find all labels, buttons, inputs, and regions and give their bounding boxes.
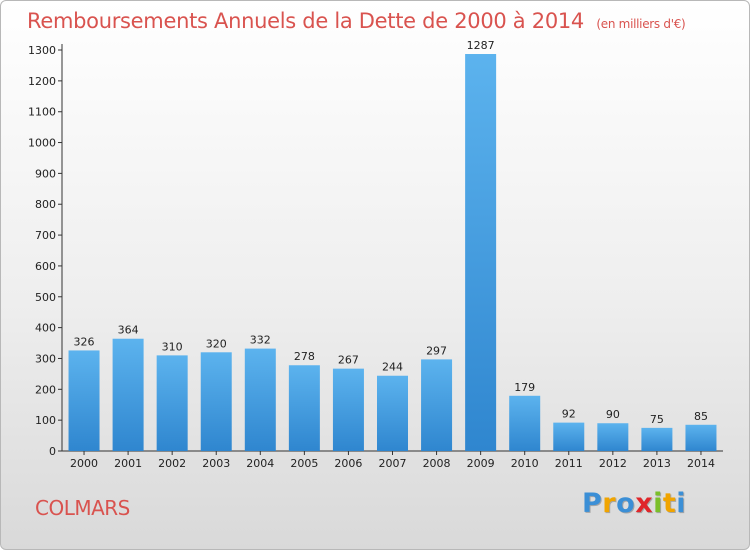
y-tick-label: 800 <box>35 198 56 211</box>
bar-2014 <box>685 424 717 451</box>
bar-2010 <box>509 395 541 451</box>
bar-2002 <box>156 355 188 451</box>
chart-subtitle: (en milliers d'€) <box>596 17 686 31</box>
x-tick-label-2005: 2005 <box>290 457 318 470</box>
data-label-2002: 310 <box>162 340 183 353</box>
data-label-2014: 85 <box>694 410 708 423</box>
data-label-2005: 278 <box>294 350 315 363</box>
chart-axes: 0 100 200 300 400 500 600 700 800 900 1000 1100 1200… <box>28 44 723 470</box>
y-tick-label: 400 <box>35 322 56 335</box>
y-tick-label: 1000 <box>28 137 56 150</box>
data-label-2001: 364 <box>118 324 139 337</box>
brand-letter: i <box>676 488 687 519</box>
y-tick-label: 100 <box>35 414 56 427</box>
data-label-2003: 320 <box>206 337 227 350</box>
x-tick-label-2000: 2000 <box>70 457 98 470</box>
x-tick-label-2003: 2003 <box>202 457 230 470</box>
chart-title-text: Remboursements Annuels de la Dette de 20… <box>27 9 584 33</box>
data-label-2008: 297 <box>426 344 447 357</box>
brand-letter: t <box>662 488 677 519</box>
data-label-2009: 1287 <box>467 39 495 52</box>
bar-2008 <box>421 359 453 451</box>
y-tick-label: 900 <box>35 167 56 180</box>
x-tick-label-2007: 2007 <box>379 457 407 470</box>
data-label-2010: 179 <box>514 381 535 394</box>
data-label-2000: 326 <box>74 335 95 348</box>
bar-2011 <box>553 422 585 451</box>
data-label-2011: 92 <box>562 408 576 421</box>
bar-2007 <box>377 375 408 451</box>
bar-2013 <box>641 427 673 451</box>
x-tick-label-2009: 2009 <box>467 457 495 470</box>
y-tick-label: 700 <box>35 229 56 242</box>
bar-2012 <box>597 423 629 451</box>
brand-letter: r <box>602 488 617 519</box>
x-tick-label-2006: 2006 <box>334 457 362 470</box>
y-tick-label: 200 <box>35 383 56 396</box>
y-tick-label: 1100 <box>28 106 56 119</box>
brand-letter: x <box>635 488 654 519</box>
x-tick-label-2013: 2013 <box>643 457 671 470</box>
chart-bars: 326 364 310 320 332 278 267 244 297 1287 179 92 90 75… <box>68 39 717 451</box>
bar-2005 <box>288 365 320 451</box>
chart-title: Remboursements Annuels de la Dette de 20… <box>27 9 686 33</box>
y-tick-label: 0 <box>49 445 56 458</box>
bar-2009 <box>465 54 497 451</box>
place-name: COLMARS <box>35 496 130 520</box>
x-tick-label-2012: 2012 <box>599 457 627 470</box>
brand-letter: P <box>582 488 603 519</box>
bar-2006 <box>332 368 364 451</box>
y-tick-label: 1300 <box>28 44 56 57</box>
data-label-2007: 244 <box>382 361 403 374</box>
y-tick-label: 300 <box>35 352 56 365</box>
data-label-2012: 90 <box>606 408 620 421</box>
brand-letter: o <box>616 488 636 519</box>
x-tick-label-2010: 2010 <box>511 457 539 470</box>
y-tick-label: 500 <box>35 291 56 304</box>
brand-logo: Proxiti <box>582 488 686 519</box>
x-tick-label-2011: 2011 <box>555 457 583 470</box>
y-tick-label: 600 <box>35 260 56 273</box>
bar-2003 <box>200 352 232 451</box>
data-label-2004: 332 <box>250 334 271 347</box>
bar-2000 <box>68 350 100 451</box>
x-tick-label-2002: 2002 <box>158 457 186 470</box>
y-tick-label: 1200 <box>28 75 56 88</box>
brand-letter: i <box>653 488 663 519</box>
x-tick-label-2014: 2014 <box>687 457 715 470</box>
bar-2004 <box>244 348 276 451</box>
data-label-2006: 267 <box>338 354 359 367</box>
data-label-2013: 75 <box>650 413 664 426</box>
bar-2001 <box>112 338 144 451</box>
x-tick-label-2004: 2004 <box>246 457 274 470</box>
x-tick-label-2001: 2001 <box>114 457 142 470</box>
x-tick-label-2008: 2008 <box>423 457 451 470</box>
